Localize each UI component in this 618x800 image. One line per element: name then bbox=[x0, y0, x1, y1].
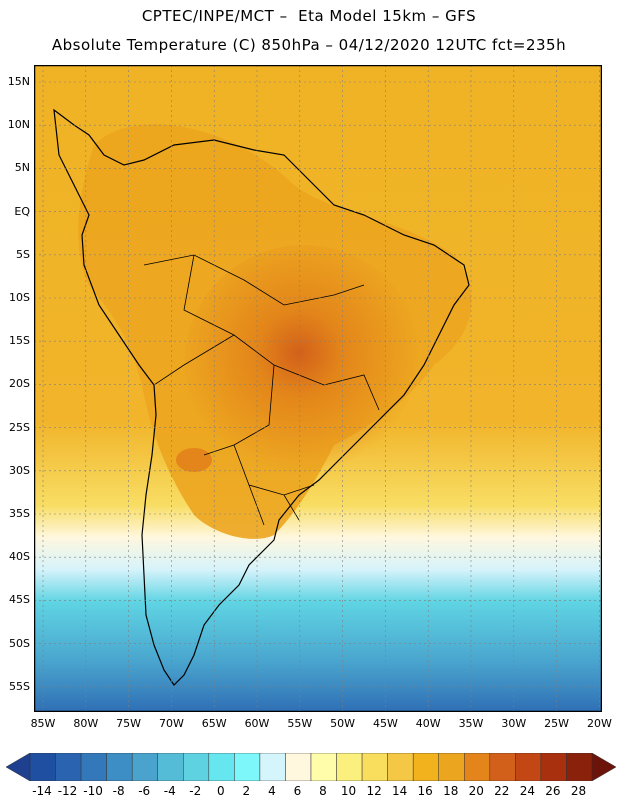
hot-core bbox=[184, 245, 424, 485]
lon-tick-label: 75W bbox=[116, 717, 142, 730]
colorbar-tick-label: -14 bbox=[32, 784, 52, 798]
colorbar-swatch bbox=[540, 753, 567, 781]
colorbar-swatch bbox=[310, 753, 337, 781]
colorbar-swatch bbox=[234, 753, 261, 781]
colorbar-swatch bbox=[157, 753, 184, 781]
map-border bbox=[34, 65, 602, 712]
country-borders bbox=[143, 254, 380, 526]
colorbar-swatch bbox=[361, 753, 388, 781]
colorbar-tick-label: -12 bbox=[57, 784, 78, 798]
colorbar-swatch bbox=[387, 753, 414, 781]
lon-tick-label: 70W bbox=[158, 717, 184, 730]
colorbar-tick-label: 8 bbox=[319, 784, 327, 798]
lon-tick-label: 55W bbox=[287, 717, 313, 730]
colorbar-swatch bbox=[489, 753, 516, 781]
chart-title: CPTEC/INPE/MCT – Eta Model 15km – GFS bbox=[141, 7, 477, 25]
colorbar-tick-label: 14 bbox=[391, 784, 408, 798]
colorbar-swatch bbox=[6, 753, 31, 781]
lat-tick-label: 35S bbox=[9, 507, 30, 520]
colorbar bbox=[6, 753, 616, 781]
lat-tick-label: 10N bbox=[7, 118, 30, 132]
colorbar-tick-label: 6 bbox=[293, 784, 302, 798]
lat-tick-label: 15N bbox=[7, 75, 30, 88]
colorbar-tick-label: 10 bbox=[340, 784, 357, 798]
lon-tick-label: 25W bbox=[544, 717, 570, 730]
lon-tick-label: 60W bbox=[244, 717, 270, 730]
colorbar-tick-label: 4 bbox=[268, 784, 276, 798]
lat-tick-label: EQ bbox=[14, 204, 30, 218]
colorbar-tick-label: 2 bbox=[242, 784, 251, 798]
lon-tick-label: 20W bbox=[586, 717, 612, 730]
colorbar-swatch bbox=[591, 753, 616, 781]
lat-tick-label: 55S bbox=[9, 679, 30, 693]
colorbar-swatch bbox=[438, 753, 465, 781]
colorbar-tick-label: -10 bbox=[83, 784, 103, 798]
colorbar-tick-label: 12 bbox=[366, 784, 382, 798]
colorbar-swatch bbox=[259, 753, 286, 781]
lat-tick-label: 25S bbox=[9, 420, 30, 434]
lon-tick-label: 80W bbox=[73, 717, 99, 730]
colorbar-swatch bbox=[131, 753, 158, 781]
lat-tick-label: 45S bbox=[9, 593, 30, 607]
lon-tick-label: 30W bbox=[501, 717, 527, 730]
lat-tick-label: 15S bbox=[9, 334, 30, 348]
lat-tick-label: 30S bbox=[9, 463, 30, 477]
colorbar-tick-label: 24 bbox=[519, 784, 535, 798]
colorbar-tick-label: 18 bbox=[443, 784, 459, 798]
lon-tick-label: 35W bbox=[458, 717, 484, 730]
colorbar-tick-label: 22 bbox=[494, 784, 510, 798]
coastline bbox=[53, 108, 470, 686]
colorbar-tick-label: -8 bbox=[112, 784, 125, 798]
colorbar-swatch bbox=[208, 753, 235, 781]
colorbar-swatch bbox=[80, 753, 107, 781]
chart-subtitle: Absolute Temperature (C) 850hPa – 04/12/… bbox=[51, 36, 567, 54]
lat-tick-label: 40S bbox=[9, 550, 30, 564]
colorbar-tick-label: 0 bbox=[216, 784, 225, 798]
colorbar-tick-label: 26 bbox=[545, 784, 561, 798]
lon-tick-label: 45W bbox=[372, 717, 398, 730]
lat-tick-label: 20S bbox=[9, 377, 30, 391]
lon-tick-label: 40W bbox=[415, 717, 441, 730]
lon-tick-label: 50W bbox=[330, 717, 356, 730]
lat-tick-label: 50S bbox=[9, 636, 30, 650]
colorbar-tick-label: -6 bbox=[138, 784, 151, 798]
lat-tick-label: 5N bbox=[14, 161, 30, 175]
colorbar-swatch bbox=[566, 753, 593, 781]
colorbar-swatch bbox=[183, 753, 210, 781]
lat-tick-label: 5S bbox=[16, 247, 30, 261]
lon-tick-label: 65W bbox=[201, 717, 227, 730]
colorbar-swatch bbox=[464, 753, 491, 781]
colorbar-tick-label: 28 bbox=[570, 784, 587, 798]
colorbar-tick-label: -4 bbox=[163, 784, 176, 798]
colorbar-tick-label: 20 bbox=[468, 784, 484, 798]
colorbar-tick-label: 16 bbox=[417, 784, 433, 798]
colorbar-tick-label: -2 bbox=[189, 784, 202, 798]
colorbar-swatch bbox=[285, 753, 312, 781]
colorbar-swatch bbox=[412, 753, 439, 781]
colorbar-swatch bbox=[336, 753, 363, 781]
colorbar-swatch bbox=[106, 753, 133, 781]
lat-tick-label: 10S bbox=[9, 291, 30, 304]
temperature-map bbox=[34, 65, 602, 712]
colorbar-swatch bbox=[515, 753, 542, 781]
warm-patch bbox=[176, 448, 212, 472]
lon-tick-label: 85W bbox=[30, 717, 56, 730]
colorbar-swatch bbox=[55, 753, 82, 781]
colorbar-swatch bbox=[29, 753, 56, 781]
